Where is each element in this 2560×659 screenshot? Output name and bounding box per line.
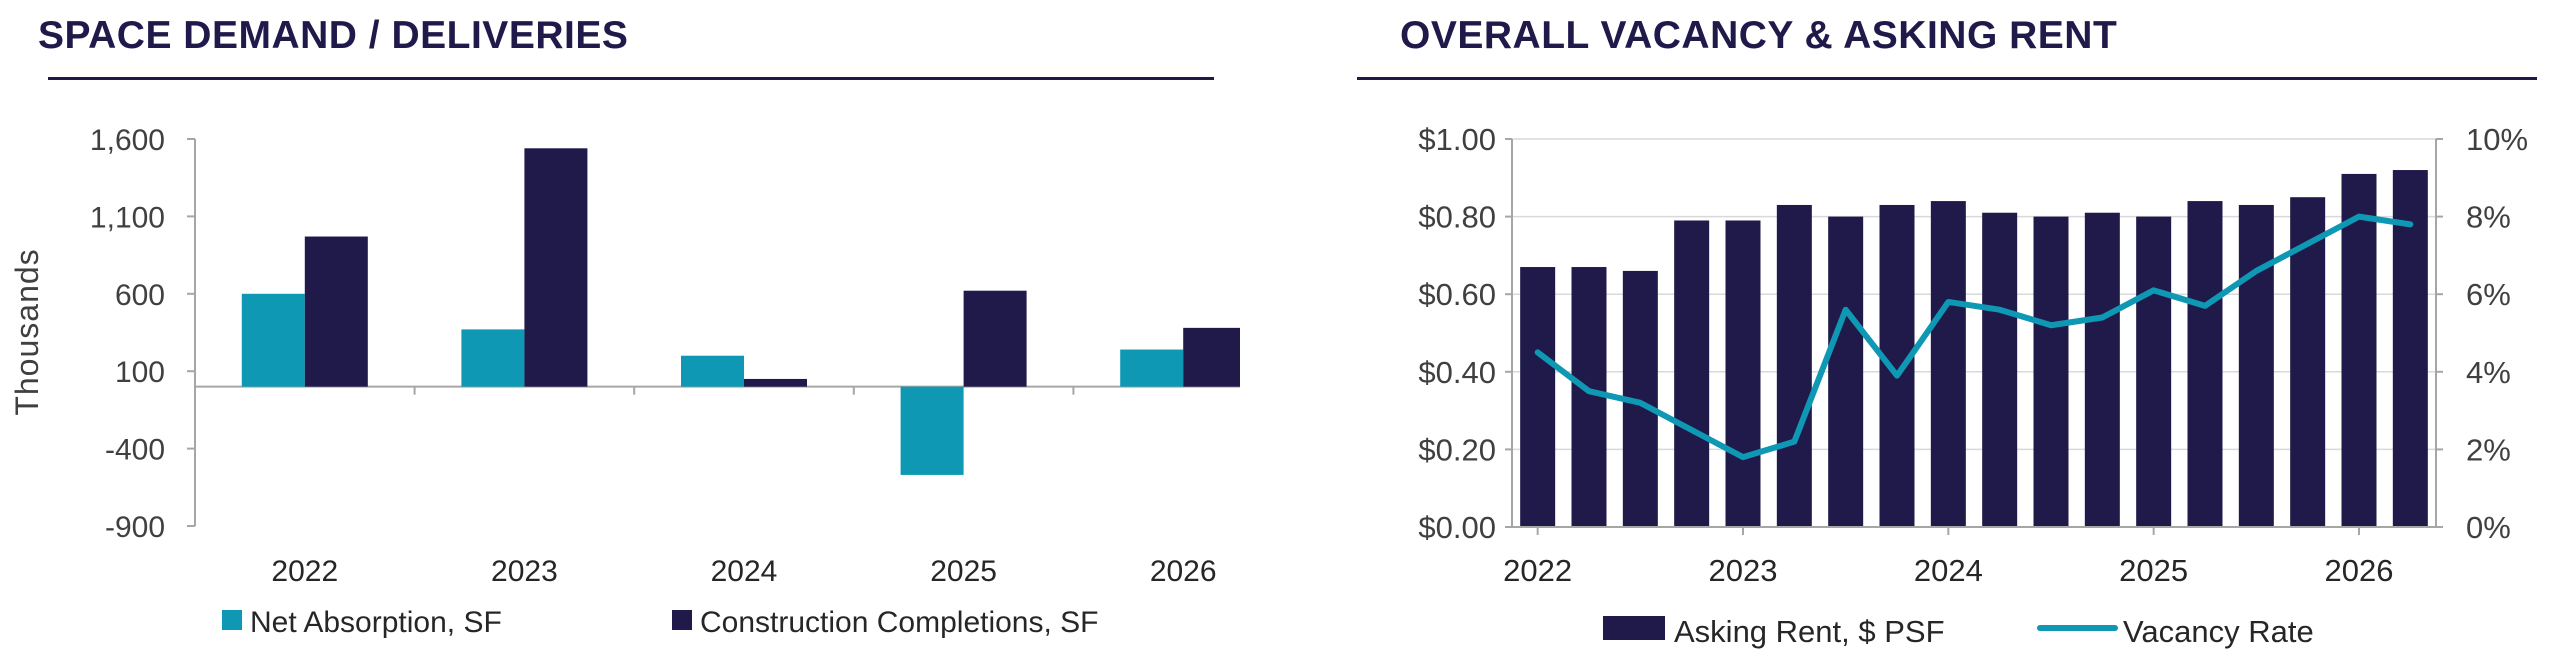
net-absorption-bar — [900, 386, 964, 475]
y-right-tick-label: 2% — [2466, 432, 2511, 467]
legend-swatch-net-absorption — [222, 610, 242, 630]
x-tick-label: 2022 — [271, 555, 338, 588]
y-left-tick-label: $0.20 — [1418, 432, 1496, 467]
asking-rent-bar — [2392, 170, 2428, 528]
x-tick-label: 2023 — [491, 555, 558, 588]
legend-label-asking-rent: Asking Rent, $ PSF — [1674, 614, 1945, 649]
legend-label-vacancy-rate: Vacancy Rate — [2123, 614, 2314, 649]
vacancy-rent-panel: OVERALL VACANCY & ASKING RENT $1.00 10% $0… — [1350, 0, 2560, 659]
space-demand-panel: SPACE DEMAND / DELIVERIES 1,600 1,100 600 1… — [0, 0, 1240, 659]
asking-rent-bar — [2033, 216, 2069, 527]
net-absorption-bar — [681, 355, 744, 387]
y-tick-label: 1,600 — [90, 124, 165, 157]
y-left-tick-label: $1.00 — [1418, 122, 1496, 157]
construction-completions-bar — [744, 378, 807, 387]
legend-swatch-asking-rent — [1603, 616, 1665, 640]
construction-completions-bar — [524, 148, 588, 387]
x-tick-label: 2024 — [711, 555, 778, 588]
space-demand-title: SPACE DEMAND / DELIVERIES — [38, 14, 629, 57]
x-tick-label: 2024 — [1914, 553, 1983, 588]
asking-rent-bar — [1571, 267, 1607, 527]
asking-rent-bar — [1776, 204, 1812, 527]
y-tick-label: -400 — [105, 434, 165, 467]
asking-rent-bar — [1674, 220, 1710, 528]
y-right-tick-label: 4% — [2466, 355, 2511, 390]
asking-rent-bar — [2136, 216, 2172, 527]
asking-rent-bar — [2187, 201, 2223, 527]
asking-rent-bar — [1828, 216, 1864, 527]
y-tick-label: 100 — [115, 356, 165, 389]
y-left-tick-label: $0.40 — [1418, 355, 1496, 390]
asking-rent-bar — [1982, 212, 2018, 527]
vacancy-rent-title: OVERALL VACANCY & ASKING RENT — [1400, 14, 2118, 57]
space-demand-title-rule — [48, 77, 1214, 80]
y-right-tick-label: 10% — [2466, 122, 2528, 157]
net-absorption-bar — [461, 329, 525, 387]
asking-rent-bar — [1725, 220, 1761, 528]
x-tick-label: 2022 — [1503, 553, 1572, 588]
y-right-tick-label: 8% — [2466, 200, 2511, 235]
vacancy-rent-title-rule — [1357, 77, 2537, 80]
construction-completions-bar — [963, 290, 1027, 387]
legend-label-construction-completions: Construction Completions, SF — [700, 606, 1099, 639]
legend-label-net-absorption: Net Absorption, SF — [250, 606, 502, 639]
vacancy-rent-chart: $1.00 10% $0.80 8% $0.60 6% $0.40 4% $0.20 2% $0.0… — [1418, 122, 2528, 649]
y-left-tick-label: $0.60 — [1418, 277, 1496, 312]
y-right-tick-label: 6% — [2466, 277, 2511, 312]
asking-rent-bar — [1930, 201, 1966, 527]
asking-rent-bar — [2084, 212, 2120, 527]
asking-rent-bar — [1879, 204, 1915, 527]
x-tick-label: 2026 — [2325, 553, 2394, 588]
x-tick-label: 2025 — [2119, 553, 2188, 588]
y-left-tick-label: $0.80 — [1418, 200, 1496, 235]
y-left-tick-label: $0.00 — [1418, 510, 1496, 545]
construction-completions-bar — [1183, 327, 1240, 387]
vacancy-rate-line — [1534, 213, 2414, 461]
asking-rent-bar — [1520, 267, 1556, 527]
net-absorption-bar — [241, 293, 305, 387]
y-right-tick-label: 0% — [2466, 510, 2511, 545]
x-tick-label: 2023 — [1709, 553, 1778, 588]
construction-completions-bar — [304, 236, 368, 387]
asking-rent-bar — [2341, 173, 2377, 528]
x-tick-label: 2026 — [1150, 555, 1217, 588]
y-tick-label: -900 — [105, 511, 165, 544]
y-axis-title: Thousands — [9, 248, 45, 415]
x-tick-label: 2025 — [930, 555, 997, 588]
y-tick-label: 600 — [115, 279, 165, 312]
asking-rent-bar — [2238, 204, 2274, 527]
y-tick-label: 1,100 — [90, 201, 165, 234]
legend-swatch-construction-completions — [672, 610, 692, 630]
net-absorption-bar — [1120, 349, 1184, 387]
space-demand-chart: 1,600 1,100 600 100 -400 -900 Thousands 2022 202… — [9, 124, 1240, 639]
